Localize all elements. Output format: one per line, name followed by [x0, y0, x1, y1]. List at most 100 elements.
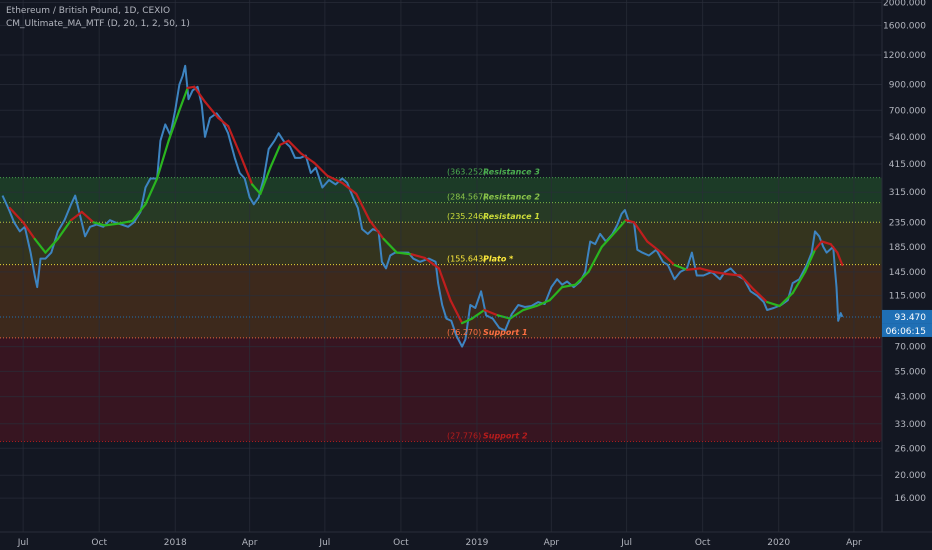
price-tick-label-7: 315.000: [889, 188, 926, 198]
price-line: [1, 64, 844, 348]
countdown-label: 06:06:15: [886, 327, 926, 337]
price-tick-label-13: 55.000: [895, 367, 927, 377]
ma-segment-15: [178, 86, 189, 112]
zones-layer: [0, 177, 882, 442]
ma-segment-59: [712, 270, 728, 276]
price-axis: 2000.000 1600.000 1200.000 900.000 700.000 54…: [883, 0, 926, 504]
ma-segment-68: [820, 240, 832, 246]
ma-segment-26: [287, 139, 302, 155]
level-labels-layer: (363.252)Resistance 3(284.567)Resistance…: [447, 168, 540, 441]
countdown-box: [882, 323, 932, 337]
ma-segment-18: [203, 100, 220, 119]
ma-segment-70: [836, 251, 844, 267]
time-axis-panel[interactable]: [0, 532, 932, 550]
ma-segment-10: [117, 219, 134, 225]
level-label-3: (155.643)Plato *: [447, 255, 514, 264]
level-name-1: Resistance 2: [483, 193, 540, 202]
ma-segment-6: [69, 210, 83, 222]
price-axis-panel[interactable]: [882, 0, 932, 532]
price-tick-label-9: 185.000: [889, 243, 926, 253]
ma-segment-67: [813, 240, 823, 251]
ma-segment-19: [217, 116, 230, 128]
ma-segment-60: [725, 272, 742, 277]
price-tick-label-12: 70.000: [895, 343, 927, 353]
ma-segment-36: [423, 256, 441, 270]
price-tick-label-1: 1600.000: [883, 21, 926, 31]
ma-segment-33: [382, 237, 398, 254]
ma-segment-4: [44, 237, 59, 254]
level-name-3: Plato *: [483, 255, 514, 264]
ma-segment-39: [460, 317, 474, 325]
ma-segment-55: [660, 251, 676, 267]
zone-band-0: [0, 177, 882, 203]
ma-segment-66: [804, 248, 817, 273]
ma-segment-34: [395, 251, 413, 256]
time-tick-label-7: Apr: [544, 538, 560, 548]
ma-segment-54: [646, 240, 663, 254]
ma-segment-30: [341, 181, 358, 195]
ma-segment-50: [600, 230, 617, 248]
level-name-4: Support 1: [483, 328, 528, 337]
level-label-2: (235.246)Resistance 1: [447, 212, 540, 221]
level-label-5: (27.776) Support 2: [447, 431, 528, 440]
level-value-4: (76.270): [447, 328, 481, 337]
ma-segment-43: [508, 308, 525, 320]
ma-segment-31: [355, 192, 371, 222]
ma-segment-42: [496, 314, 512, 320]
price-tick-label-6: 415.000: [889, 160, 926, 170]
zone-band-2: [0, 222, 882, 265]
level-name-5: Support 2: [483, 431, 528, 440]
ma-segment-49: [587, 245, 603, 273]
ma-segment-14: [167, 109, 181, 142]
price-tick-label-2: 1200.000: [883, 51, 926, 61]
level-value-0: (363.252): [447, 168, 486, 177]
level-value-1: (284.567): [447, 193, 486, 202]
level-label-4: (76.270) Support 1: [447, 328, 528, 337]
ma-segment-37: [437, 267, 452, 302]
zone-band-1: [0, 202, 882, 223]
ma-segment-64: [778, 291, 794, 308]
ma-segment-21: [238, 152, 254, 186]
level-name-0: Resistance 3: [483, 168, 540, 177]
ma-segment-2: [22, 221, 36, 240]
ma-segment-46: [548, 286, 564, 302]
price-tick-label-14: 43.000: [895, 393, 927, 403]
ma-segment-1: [8, 206, 25, 224]
time-tick-label-3: Apr: [242, 538, 258, 548]
time-tick-label-4: Jul: [318, 538, 330, 548]
time-tick-label-9: Oct: [695, 538, 711, 548]
ma-segment-24: [269, 143, 282, 169]
level-label-1: (284.567)Resistance 2: [447, 193, 540, 202]
price-tick-label-3: 900.000: [889, 80, 926, 90]
time-tick-label-1: Oct: [91, 538, 107, 548]
ma-segment-53: [632, 221, 649, 243]
level-value-2: (235.246): [447, 212, 486, 221]
series-layer: [1, 64, 844, 348]
ma-segment-51: [614, 219, 627, 233]
ma-segment-3: [33, 237, 47, 254]
ma-segment-20: [227, 125, 241, 155]
price-tick-label-10: 145.000: [889, 268, 926, 278]
ma-segment-16: [186, 85, 196, 90]
ma-segment-69: [829, 243, 839, 254]
ma-segment-44: [522, 304, 538, 312]
last-price-marker: 93.470 06:06:15: [0, 309, 932, 337]
ma-segment-5: [56, 219, 73, 240]
time-tick-label-11: Apr: [846, 538, 862, 548]
ma-segment-25: [279, 139, 290, 146]
price-tick-label-16: 26.000: [895, 444, 927, 454]
time-tick-label-2: 2018: [164, 538, 187, 548]
ma-segment-47: [560, 283, 577, 289]
ma-segment-12: [144, 177, 159, 206]
time-tick-label-6: 2019: [466, 538, 489, 548]
price-tick-label-0: 2000.000: [883, 0, 926, 9]
level-value-5: (27.776): [447, 431, 481, 440]
ma-segment-13: [155, 139, 170, 180]
ma-segment-7: [80, 210, 95, 224]
ma-segment-8: [92, 221, 107, 227]
ma-segment-65: [791, 270, 807, 295]
level-label-0: (363.252)Resistance 3: [447, 168, 540, 177]
ma-segment-38: [449, 299, 464, 325]
